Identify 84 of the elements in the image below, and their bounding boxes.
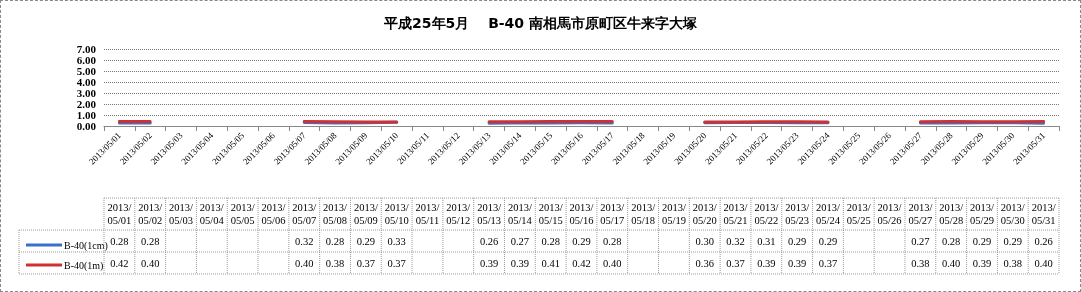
data-label: 0.39 (757, 257, 776, 269)
data-label: 0.40 (1034, 257, 1053, 269)
data-label: 0.39 (972, 257, 992, 269)
data-label: 0.41 (541, 257, 560, 269)
category-label: 2013/05/29 (970, 202, 994, 226)
category-label: 2013/05/30 (1000, 202, 1025, 226)
category-label: 2013/05/18 (631, 202, 656, 226)
data-label: 0.29 (972, 235, 992, 247)
category-label: 2013/05/02 (138, 202, 163, 226)
data-label: 0.29 (1003, 235, 1022, 247)
data-label: 0.38 (911, 257, 930, 269)
chart-title: 平成25年5月 B-40 南相馬市原町区牛来字大塚 (383, 15, 698, 31)
category-label: 2013/05/23 (785, 202, 810, 226)
data-label: 0.28 (541, 235, 560, 247)
category-label: 2013/05/13 (477, 202, 502, 226)
category-label: 2013/05/03 (169, 202, 193, 226)
data-label: 0.40 (941, 257, 961, 269)
data-label: 0.28 (941, 235, 961, 247)
category-label: 2013/05/08 (323, 202, 348, 226)
y-tick-label: 6.00 (76, 54, 97, 66)
data-label: 0.40 (603, 257, 622, 269)
legend-label: B-40(1m) (64, 259, 104, 272)
data-label: 0.29 (572, 235, 591, 247)
category-label: 2013/05/24 (815, 202, 840, 226)
y-tick-label: 1.00 (76, 109, 97, 121)
category-label: 2013/05/28 (939, 202, 964, 226)
category-label: 2013/05/11 (415, 202, 440, 226)
y-tick-label: 7.00 (76, 43, 97, 55)
data-label: 0.31 (757, 235, 776, 247)
data-label: 0.26 (1034, 235, 1053, 247)
data-label: 0.28 (141, 235, 160, 247)
data-label: 0.32 (295, 235, 314, 247)
data-label: 0.29 (787, 235, 807, 247)
category-label: 2013/05/09 (353, 202, 378, 226)
data-label: 0.26 (479, 235, 499, 247)
data-label: 0.39 (510, 257, 530, 269)
data-label: 0.39 (787, 257, 807, 269)
data-label: 0.42 (110, 257, 129, 269)
category-label: 2013/05/27 (908, 202, 933, 226)
y-tick-label: 3.00 (76, 87, 97, 99)
data-label: 0.32 (726, 235, 745, 247)
category-label: 2013/05/16 (569, 202, 594, 226)
data-label: 0.37 (356, 257, 376, 269)
category-label: 2013/05/06 (261, 202, 286, 226)
category-label: 2013/05/26 (877, 202, 902, 226)
data-label: 0.29 (818, 235, 838, 247)
data-label: 0.28 (603, 235, 622, 247)
category-label: 2013/05/05 (230, 202, 255, 226)
legend-label: B-40(1cm) (64, 239, 108, 252)
category-label: 2013/05/14 (507, 202, 532, 226)
y-tick-label: 5.00 (76, 65, 97, 77)
data-label: 0.36 (695, 257, 714, 269)
data-label: 0.28 (325, 235, 345, 247)
data-label: 0.27 (510, 235, 530, 247)
data-label: 0.37 (726, 257, 745, 269)
category-label: 2013/05/04 (199, 202, 224, 226)
category-label: 2013/05/21 (723, 202, 748, 226)
category-label: 2013/05/22 (754, 202, 779, 226)
data-label: 0.28 (110, 235, 129, 247)
data-label: 0.27 (911, 235, 930, 247)
category-label: 2013/05/17 (600, 202, 625, 226)
data-label: 0.40 (295, 257, 314, 269)
category-label: 2013/05/19 (661, 202, 686, 226)
category-label: 2013/05/25 (846, 202, 871, 226)
data-label: 0.38 (325, 257, 345, 269)
y-tick-label: 2.00 (76, 98, 97, 110)
data-label: 0.30 (695, 235, 714, 247)
category-label: 2013/05/01 (107, 202, 132, 226)
data-label: 0.42 (572, 257, 591, 269)
y-tick-label: 4.00 (76, 76, 97, 88)
category-label: 2013/05/10 (384, 202, 409, 226)
category-label: 2013/05/20 (692, 202, 717, 226)
data-label: 0.38 (1003, 257, 1022, 269)
data-label: 0.37 (818, 257, 838, 269)
data-label: 0.29 (356, 235, 376, 247)
category-label: 2013/05/31 (1031, 202, 1056, 226)
y-tick-label: 0.00 (76, 120, 97, 132)
data-label: 0.33 (387, 235, 406, 247)
category-label: 2013/05/15 (538, 202, 563, 226)
data-label: 0.37 (387, 257, 406, 269)
category-label: 2013/05/12 (446, 202, 471, 226)
category-label: 2013/05/07 (292, 202, 317, 226)
data-label: 0.40 (141, 257, 160, 269)
data-label: 0.39 (479, 257, 499, 269)
